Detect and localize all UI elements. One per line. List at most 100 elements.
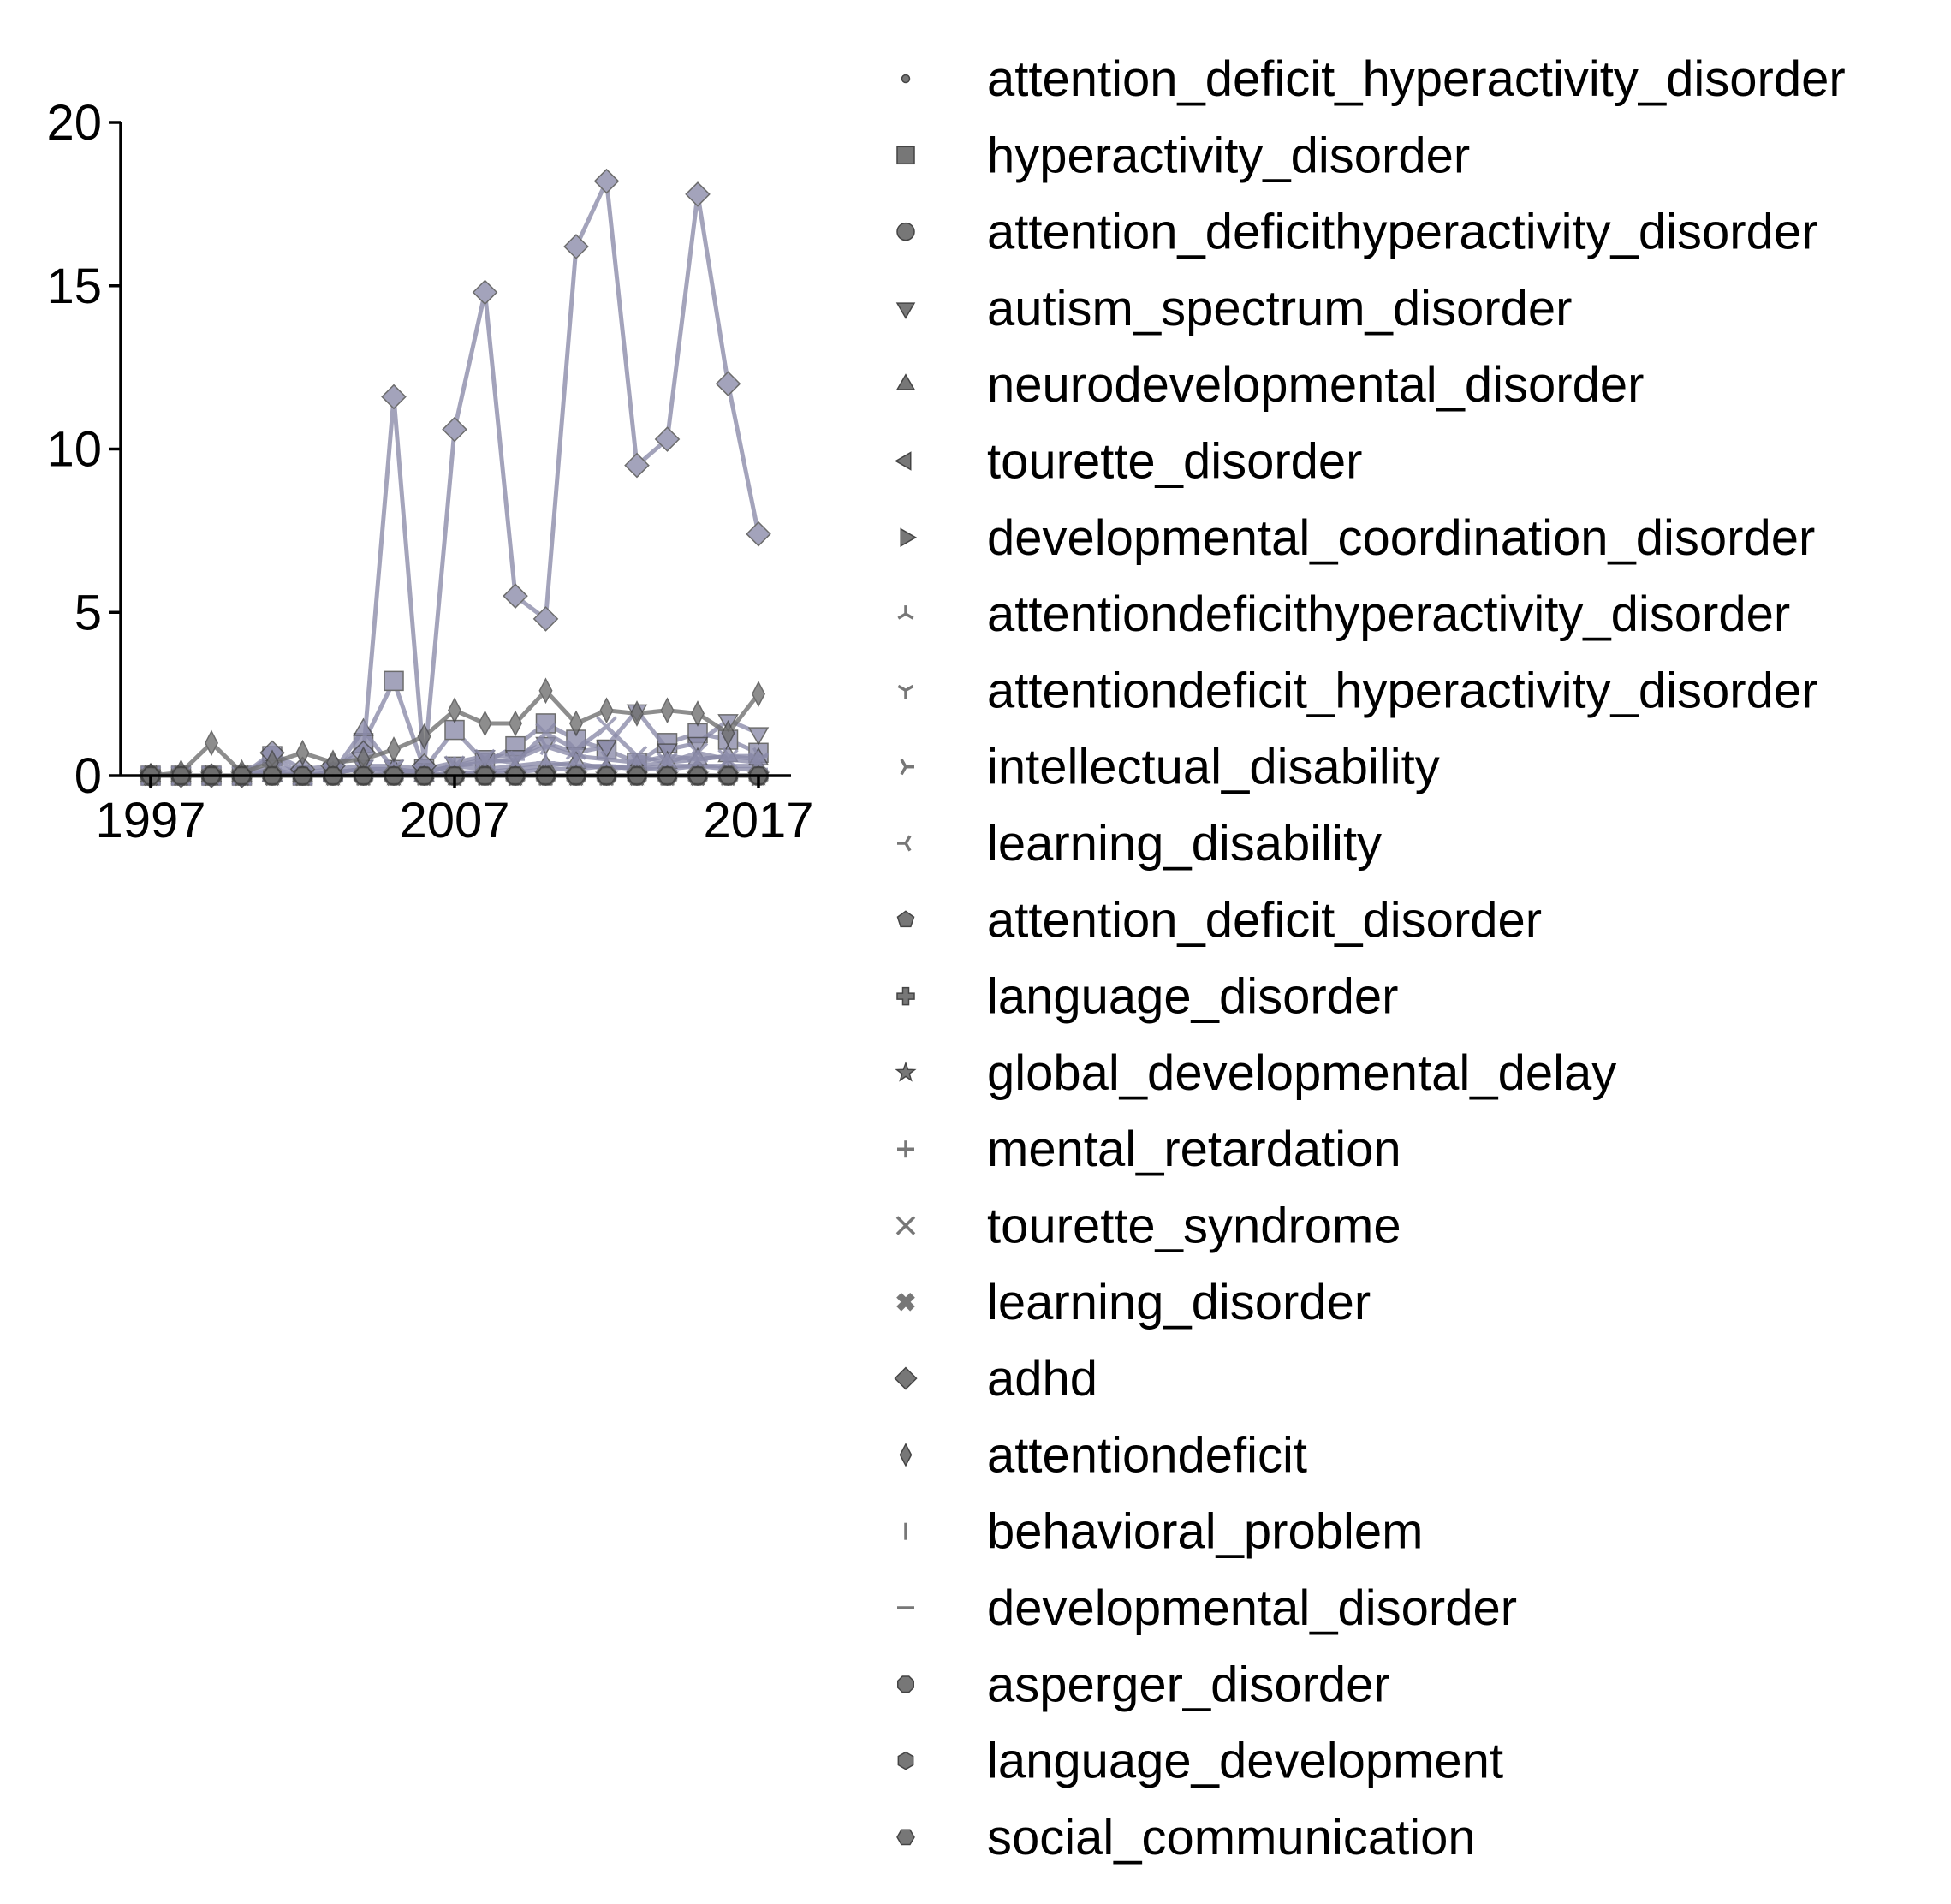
legend-marker bbox=[895, 1061, 917, 1082]
legend-entry: adhd bbox=[894, 1351, 1097, 1407]
legend-marker bbox=[896, 986, 915, 1006]
data-point bbox=[752, 681, 765, 708]
legend-label: adhd bbox=[987, 1351, 1097, 1407]
data-point bbox=[630, 700, 644, 727]
data-point bbox=[384, 670, 404, 692]
legend-entry: mental_retardation bbox=[897, 1122, 1401, 1177]
data-point bbox=[654, 426, 681, 452]
legend-entry: neurodevelopmental_disorder bbox=[895, 357, 1644, 413]
legend-marker bbox=[896, 1292, 915, 1312]
data-point bbox=[747, 727, 770, 746]
legend-marker bbox=[896, 910, 915, 928]
y-tick-label: 10 bbox=[46, 422, 102, 478]
legend-entry: social_communication bbox=[896, 1810, 1476, 1865]
legend-entry: learning_disorder bbox=[896, 1275, 1371, 1330]
data-point bbox=[721, 720, 735, 747]
legend-label: language_disorder bbox=[987, 969, 1398, 1025]
legend-marker bbox=[900, 527, 917, 548]
data-point bbox=[565, 739, 587, 760]
data-point bbox=[563, 234, 589, 259]
data-point bbox=[626, 745, 648, 767]
data-point bbox=[381, 384, 407, 410]
legend-label: learning_disability bbox=[987, 816, 1382, 872]
legend-label: social_communication bbox=[987, 1810, 1476, 1865]
legend-label: neurodevelopmental_disorder bbox=[987, 357, 1644, 413]
data-point bbox=[593, 168, 620, 194]
data-point bbox=[691, 700, 705, 727]
legend-label: tourette_disorder bbox=[987, 434, 1362, 490]
series-layer bbox=[138, 168, 771, 789]
legend-label: language_development bbox=[987, 1734, 1503, 1789]
legend-marker bbox=[897, 1751, 914, 1770]
legend-marker bbox=[896, 146, 915, 165]
legend-entry: learning_disability bbox=[897, 816, 1382, 872]
legend-marker bbox=[895, 451, 912, 471]
legend-label: attention_deficithyperactivity_disorder bbox=[987, 205, 1817, 260]
series-adhd bbox=[138, 168, 771, 788]
data-point bbox=[478, 710, 492, 737]
data-point bbox=[569, 710, 583, 737]
legend-entry: global_developmental_delay bbox=[895, 1045, 1616, 1101]
legend-marker bbox=[894, 1366, 918, 1390]
legend-label: global_developmental_delay bbox=[987, 1045, 1616, 1101]
data-point bbox=[660, 697, 675, 724]
legend-label: developmental_coordination_disorder bbox=[987, 510, 1815, 566]
data-point bbox=[596, 716, 617, 738]
data-point bbox=[503, 583, 528, 609]
legend-entry: hyperactivity_disorder bbox=[896, 128, 1470, 183]
data-point bbox=[538, 677, 553, 705]
legend-label: intellectual_disability bbox=[987, 740, 1440, 795]
legend-marker bbox=[897, 1675, 914, 1693]
legend-label: attention_deficit_hyperactivity_disorder bbox=[987, 51, 1846, 107]
y-tick-label: 0 bbox=[74, 748, 102, 804]
data-point bbox=[442, 416, 467, 443]
axes bbox=[119, 122, 791, 777]
data-point bbox=[535, 713, 556, 734]
legend-entry: autism_spectrum_disorder bbox=[895, 281, 1572, 336]
legend-marker bbox=[895, 1216, 916, 1235]
y-tick-label: 15 bbox=[46, 259, 102, 314]
legend-label: developmental_disorder bbox=[987, 1580, 1517, 1636]
data-point bbox=[474, 748, 496, 771]
x-tick-label: 2017 bbox=[703, 793, 813, 848]
legend-label: autism_spectrum_disorder bbox=[987, 281, 1572, 336]
data-point bbox=[472, 279, 498, 306]
x-tick-label: 2007 bbox=[399, 793, 509, 848]
data-point bbox=[532, 606, 559, 632]
legend-label: tourette_syndrome bbox=[987, 1199, 1401, 1254]
legend-label: learning_disorder bbox=[987, 1275, 1371, 1330]
legend-entry: developmental_disorder bbox=[897, 1580, 1517, 1636]
x-tick-label: 1997 bbox=[95, 793, 205, 848]
legend-marker bbox=[895, 373, 916, 390]
legend-label: hyperactivity_disorder bbox=[987, 128, 1470, 183]
legend-entry: behavioral_problem bbox=[904, 1504, 1423, 1560]
legend-label: mental_retardation bbox=[987, 1122, 1401, 1177]
y-tick-label: 20 bbox=[46, 95, 102, 151]
data-point bbox=[717, 748, 739, 771]
data-point bbox=[448, 697, 461, 724]
data-point bbox=[295, 739, 310, 766]
legend-marker bbox=[899, 1443, 913, 1467]
data-point bbox=[715, 371, 741, 397]
data-point bbox=[746, 521, 771, 547]
y-tick-label: 5 bbox=[74, 585, 102, 640]
legend-entry: tourette_syndrome bbox=[895, 1199, 1401, 1254]
series-line bbox=[151, 179, 761, 778]
legend: attention_deficit_hyperactivity_disorder… bbox=[894, 51, 1846, 1865]
legend-marker bbox=[897, 1140, 914, 1158]
legend-entry: attentiondeficit_hyperactivity_disorder bbox=[897, 663, 1817, 718]
legend-entry: attention_deficit_hyperactivity_disorder bbox=[901, 51, 1846, 107]
legend-label: attention_deficit_disorder bbox=[987, 892, 1542, 948]
ticks: 0 5 10 15 20 1997 2007 2017 bbox=[46, 95, 813, 848]
legend-marker bbox=[897, 684, 914, 699]
legend-entry: tourette_disorder bbox=[895, 434, 1362, 490]
data-point bbox=[687, 736, 709, 755]
legend-marker bbox=[896, 1829, 915, 1846]
legend-label: attentiondeficit_hyperactivity_disorder bbox=[987, 663, 1817, 718]
legend-entry: intellectual_disability bbox=[900, 740, 1440, 795]
data-point bbox=[387, 736, 401, 763]
legend-label: asperger_disorder bbox=[987, 1657, 1390, 1712]
data-point bbox=[685, 181, 711, 207]
legend-label: attentiondeficithyperactivity_disorder bbox=[987, 586, 1790, 642]
